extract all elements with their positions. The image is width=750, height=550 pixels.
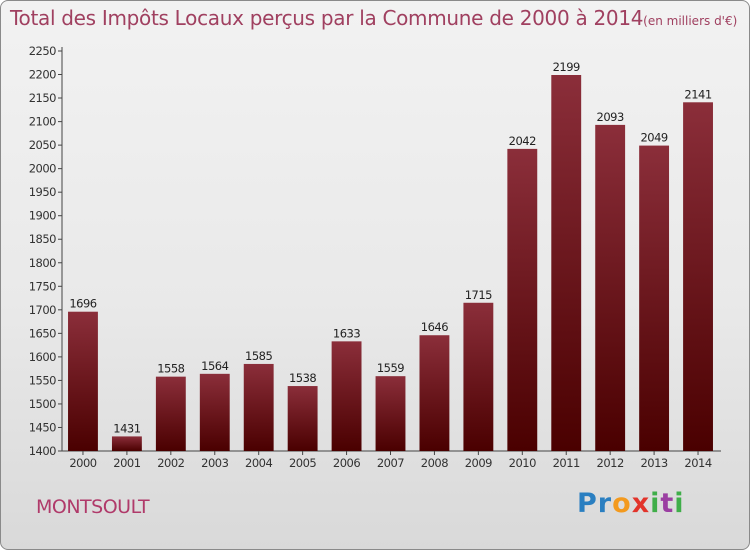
bar-2000 bbox=[68, 311, 98, 451]
data-label-2012: 2093 bbox=[597, 110, 624, 124]
data-label-2002: 1558 bbox=[157, 362, 184, 376]
bar-2005 bbox=[287, 386, 318, 451]
x-tick-label: 2002 bbox=[157, 456, 184, 470]
bar-2013 bbox=[639, 145, 670, 451]
y-tick-label: 1750 bbox=[29, 279, 56, 293]
commune-name: MONTSOULT bbox=[36, 496, 150, 518]
y-tick-label: 2050 bbox=[29, 138, 56, 152]
y-tick-label: 1450 bbox=[29, 420, 56, 434]
y-tick-label: 1650 bbox=[29, 326, 56, 340]
data-label-2011: 2199 bbox=[553, 60, 580, 74]
data-label-2010: 2042 bbox=[509, 134, 536, 148]
x-tick-label: 2005 bbox=[289, 456, 316, 470]
chart-bars bbox=[68, 75, 713, 451]
x-tick-label: 2009 bbox=[465, 456, 492, 470]
chart-axes: 1400 1450 1500 1550 1600 1650 1700 1750 1800 1850… bbox=[29, 44, 721, 470]
bar-2003 bbox=[199, 373, 230, 451]
data-label-2001: 1431 bbox=[113, 421, 140, 435]
x-tick-label: 2008 bbox=[421, 456, 448, 470]
y-tick-label: 1400 bbox=[29, 444, 56, 458]
y-tick-label: 2100 bbox=[29, 115, 56, 129]
bar-2002 bbox=[155, 376, 186, 451]
data-label-2006: 1633 bbox=[333, 326, 360, 340]
bar-2014 bbox=[683, 102, 713, 451]
y-tick-label: 2150 bbox=[29, 91, 56, 105]
data-label-2003: 1564 bbox=[201, 359, 228, 373]
data-label-2007: 1559 bbox=[377, 361, 404, 375]
bar-2006 bbox=[331, 341, 362, 451]
y-tick-label: 1900 bbox=[29, 209, 56, 223]
y-tick-label: 1600 bbox=[29, 350, 56, 364]
bar-2009 bbox=[463, 302, 494, 451]
x-tick-label: 2006 bbox=[333, 456, 360, 470]
x-tick-label: 2014 bbox=[684, 456, 711, 470]
y-tick-label: 1850 bbox=[29, 232, 56, 246]
proxiti-logo: Proxiti bbox=[577, 488, 685, 519]
chart-title: Total des Impôts Locaux perçus par la Co… bbox=[10, 6, 737, 30]
chart-title-text: Total des Impôts Locaux perçus par la Co… bbox=[10, 6, 644, 30]
data-label-2014: 2141 bbox=[684, 87, 711, 101]
chart-data-labels: 1696 1431 1558 1564 1585 1538 1633 1559 1646 1715… bbox=[69, 60, 712, 435]
data-label-2005: 1538 bbox=[289, 371, 316, 385]
y-tick-label: 2200 bbox=[29, 68, 56, 82]
y-tick-label: 2250 bbox=[29, 44, 56, 58]
bar-2011 bbox=[551, 75, 582, 451]
bar-2001 bbox=[111, 436, 142, 451]
data-label-2013: 2049 bbox=[640, 131, 667, 145]
x-tick-label: 2012 bbox=[597, 456, 624, 470]
bar-2012 bbox=[595, 124, 626, 451]
x-tick-label: 2001 bbox=[113, 456, 140, 470]
bar-2007 bbox=[375, 376, 406, 451]
data-label-2009: 1715 bbox=[465, 288, 492, 302]
y-tick-label: 1950 bbox=[29, 185, 56, 199]
chart-unit-label: (en milliers d'€) bbox=[643, 14, 738, 28]
y-tick-label: 1500 bbox=[29, 397, 56, 411]
x-tick-label: 2007 bbox=[377, 456, 404, 470]
y-tick-label: 1700 bbox=[29, 303, 56, 317]
data-label-2000: 1696 bbox=[69, 297, 96, 311]
data-label-2008: 1646 bbox=[421, 320, 448, 334]
x-tick-label: 2003 bbox=[201, 456, 228, 470]
x-tick-label: 2000 bbox=[69, 456, 96, 470]
x-tick-label: 2004 bbox=[245, 456, 272, 470]
x-tick-label: 2010 bbox=[509, 456, 536, 470]
bar-2004 bbox=[243, 363, 274, 451]
x-tick-label: 2013 bbox=[640, 456, 667, 470]
bar-2008 bbox=[419, 335, 450, 451]
x-tick-label: 2011 bbox=[553, 456, 580, 470]
y-tick-label: 2000 bbox=[29, 162, 56, 176]
y-tick-label: 1550 bbox=[29, 373, 56, 387]
y-tick-label: 1800 bbox=[29, 256, 56, 270]
data-label-2004: 1585 bbox=[245, 349, 272, 363]
bar-2010 bbox=[507, 148, 538, 451]
